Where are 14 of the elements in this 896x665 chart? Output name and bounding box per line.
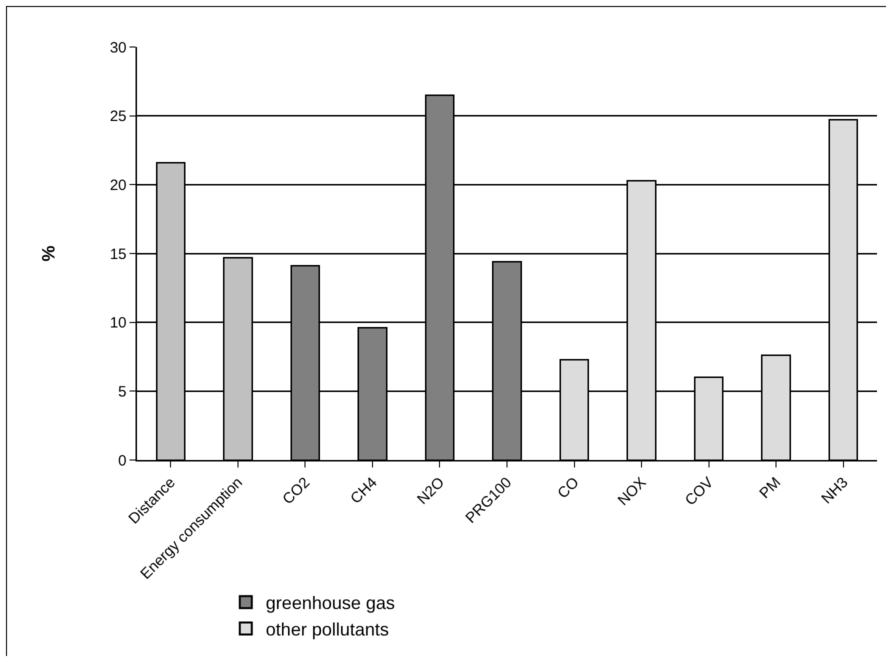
- x-tick-label: CO: [554, 474, 582, 502]
- y-axis-title: %: [38, 245, 58, 262]
- y-tick-label: 5: [118, 383, 126, 400]
- y-tick-label: 25: [110, 108, 126, 126]
- x-tick-label: CH4: [347, 474, 381, 508]
- y-tick-label: 10: [110, 314, 126, 332]
- y-tick-label: 20: [110, 176, 126, 194]
- y-tick-label: 30: [110, 39, 126, 56]
- y-tick-label: 15: [110, 246, 126, 263]
- y-tick-label: 0: [118, 452, 126, 470]
- legend-label: other pollutants: [266, 620, 389, 640]
- legend-label: greenhouse gas: [266, 593, 395, 614]
- x-tick-label: PM: [756, 474, 784, 502]
- x-tick-label: CO2: [279, 474, 314, 508]
